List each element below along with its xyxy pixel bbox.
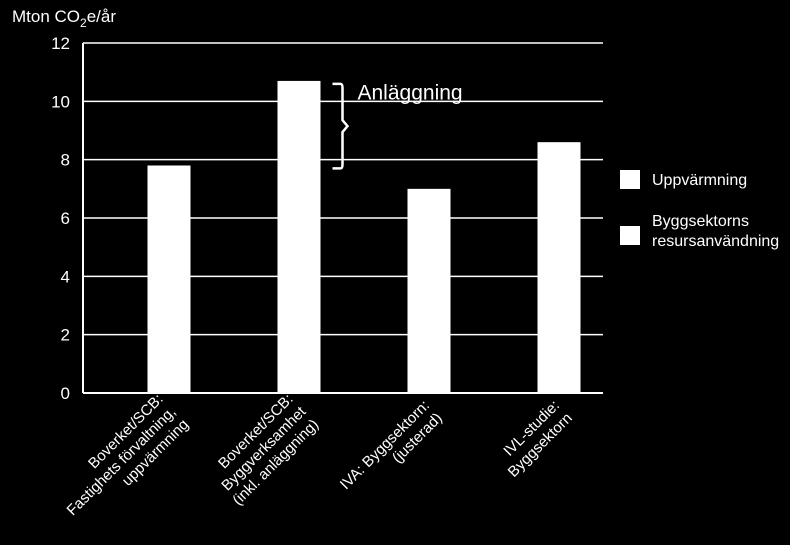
- legend-swatch-resursanvandning: [620, 226, 640, 245]
- brace-shape: [332, 82, 350, 170]
- y-axis-label-suffix: e/år: [87, 7, 117, 26]
- annotation-brace: Anläggning: [332, 82, 463, 170]
- bar: [147, 165, 191, 393]
- bar: [537, 142, 581, 393]
- category-label-line: Fastighets förvaltning,: [64, 403, 180, 519]
- y-tick-label: 2: [61, 326, 70, 345]
- category-labels: Boverket/SCB:Fastighets förvaltning,uppv…: [64, 391, 576, 520]
- y-tick-labels: 0 2 4 6 8 10 12: [51, 34, 70, 403]
- bar: [407, 188, 451, 393]
- category-label: IVA: Byggsektorn:(justerad): [337, 397, 446, 493]
- bars: [147, 80, 581, 394]
- annotation-label: Anläggning: [358, 82, 463, 105]
- y-tick-label: 0: [61, 384, 70, 403]
- category-label: Boverket/SCB:Fastighets förvaltning,uppv…: [64, 391, 193, 520]
- legend: Uppvärmning Byggsektorns resursanvändnin…: [620, 170, 779, 250]
- y-tick-label: 10: [51, 92, 70, 111]
- y-axis-label-subscript: 2: [80, 16, 87, 30]
- y-axis-label: Mton CO2e/år: [12, 7, 116, 30]
- y-tick-label: 4: [61, 267, 70, 286]
- legend-swatch-uppvarmning: [620, 170, 640, 189]
- bar: [277, 80, 321, 394]
- y-tick-label: 12: [51, 34, 70, 53]
- legend-label-line-1: Byggsektorns: [652, 213, 749, 230]
- y-tick-label: 6: [61, 209, 70, 228]
- legend-label-uppvarmning: Uppvärmning: [652, 172, 747, 189]
- category-label: Boverket/SCB:Byggverksamhet(inkl. anlägg…: [215, 391, 322, 509]
- y-axis-label-prefix: Mton CO: [12, 7, 80, 26]
- legend-label-resursanvandning: Byggsektorns resursanvändning: [652, 213, 779, 250]
- legend-label-line-2: resursanvändning: [652, 233, 779, 250]
- category-label: IVL-studie:Byggsektorn: [500, 397, 575, 481]
- y-tick-label: 8: [61, 151, 70, 170]
